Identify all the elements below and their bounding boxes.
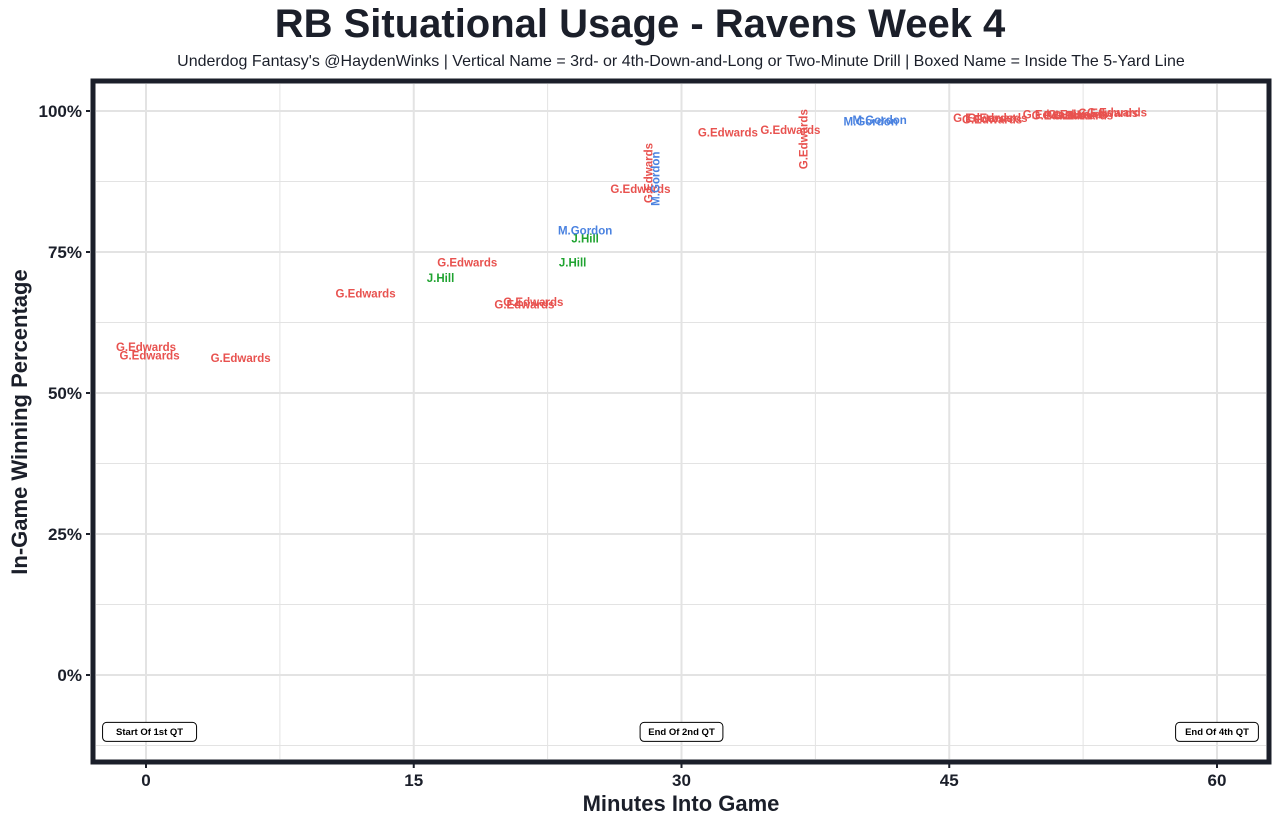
player-label: G.Edwards (1053, 111, 1113, 123)
y-tick-label: 100% (39, 102, 82, 121)
player-label: G.Edwards (494, 300, 554, 312)
player-label: J.Hill (559, 257, 586, 269)
axis-ticks: 0 15 30 45 60 0% 25% 50% 75% 100% (39, 102, 1227, 790)
player-label: G.Edwards (503, 297, 563, 309)
player-label: G.Edwards (336, 288, 396, 300)
quarter-annotations: Start Of 1st QT End Of 2nd QT End Of 4th Q… (102, 721, 1259, 742)
player-label: G.Edwards (799, 109, 811, 169)
annotation-box (102, 721, 198, 742)
annotation-label: Start Of 1st QT (116, 727, 183, 738)
player-label: J.Hill (571, 234, 598, 246)
quarter-annotation: Start Of 1st QT (102, 721, 198, 742)
annotation-label: End Of 4th QT (1185, 727, 1249, 738)
player-label: M.Gordon (844, 116, 898, 128)
player-label: M.Gordon (558, 226, 612, 238)
y-tick-label: 25% (48, 525, 82, 544)
player-label: G.Edwards (1048, 110, 1108, 122)
annotation-box (639, 721, 724, 742)
x-axis-label: Minutes Into Game (583, 791, 780, 816)
player-label: G.Edwards (643, 143, 655, 203)
y-axis-label: In-Game Winning Percentage (7, 269, 32, 574)
y-tick-label: 75% (48, 243, 82, 262)
chart-title: RB Situational Usage - Ravens Week 4 (274, 2, 1006, 46)
player-label: G.Edwards (962, 115, 1022, 127)
player-label: G.Edwards (760, 125, 820, 137)
player-label: G.Edwards (1032, 111, 1092, 123)
player-label: M.Gordon (651, 152, 663, 206)
player-label: M.Gordon (852, 115, 906, 127)
player-label: G.Edwards (437, 257, 497, 269)
quarter-annotation: End Of 4th QT (1175, 721, 1259, 742)
player-label: G.Edwards (116, 342, 176, 354)
player-label: G.Edwards (1078, 108, 1138, 120)
player-label: G.Edwards (610, 184, 670, 196)
x-tick-label: 30 (672, 771, 691, 790)
quarter-annotation: End Of 2nd QT (639, 721, 724, 742)
player-label: G.Edwards (1087, 107, 1147, 119)
x-tick-label: 45 (940, 771, 959, 790)
player-label: J.Hill (427, 273, 454, 285)
x-tick-label: 15 (404, 771, 423, 790)
player-label: G.Edwards (120, 350, 180, 362)
x-tick-label: 60 (1208, 771, 1227, 790)
player-label: G.Edwards (967, 113, 1027, 125)
x-tick-label: 0 (141, 771, 150, 790)
chart-subtitle: Underdog Fantasy's @HaydenWinks | Vertic… (177, 53, 1185, 70)
player-label: G.Edwards (698, 128, 758, 140)
y-tick-label: 50% (48, 384, 82, 403)
grid-lines (96, 84, 1266, 759)
annotation-label: End Of 2nd QT (648, 727, 715, 738)
plot-frame (90, 78, 1272, 765)
player-label: G.Edwards (1023, 110, 1083, 122)
y-tick-label: 0% (57, 666, 82, 685)
annotation-box (1175, 721, 1259, 742)
player-label: G.Edwards (953, 113, 1013, 125)
player-label: G.Edwards (211, 353, 271, 365)
